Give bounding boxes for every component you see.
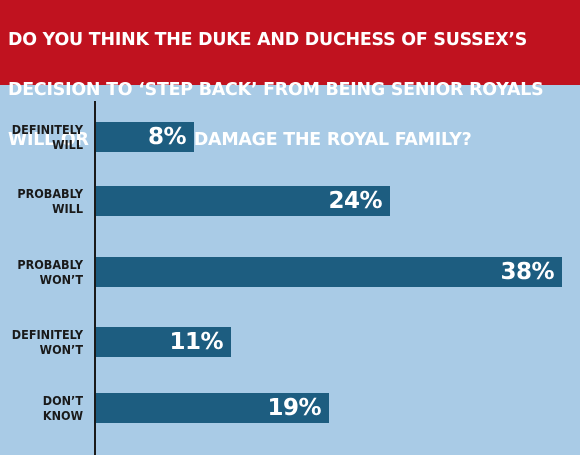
chart-title-line-2: DECISION TO ‘STEP BACK’ FROM BEING SENIO… <box>8 80 544 100</box>
category-label-2-line-2: WILL <box>52 201 83 216</box>
category-label-5: DON’T KNOW <box>0 393 83 423</box>
bar-2: 24% <box>96 186 390 216</box>
category-label-5-line-2: KNOW <box>42 408 83 423</box>
bar-4: 11% <box>96 327 231 357</box>
category-label-3-line-2: WON’T <box>39 272 83 287</box>
category-label-1: DEFINITELY WILL <box>0 122 83 152</box>
category-label-2-line-1: PROBABLY <box>17 186 83 201</box>
bar-value-label-4: 11% <box>169 329 223 355</box>
category-label-4-line-1: DEFINITELY <box>11 327 83 342</box>
title-bar: DO YOU THINK THE DUKE AND DUCHESS OF SUS… <box>0 0 580 150</box>
category-label-1-line-2: WILL <box>52 137 83 152</box>
chart-title: DO YOU THINK THE DUKE AND DUCHESS OF SUS… <box>8 3 572 178</box>
category-label-1-line-1: DEFINITELY <box>11 122 83 137</box>
category-label-4-line-2: WON’T <box>39 342 83 357</box>
category-label-5-line-1: DON’T <box>42 393 83 408</box>
bar-1: 8% <box>96 122 194 152</box>
bar-value-label-2: 24% <box>328 188 382 214</box>
bar-5: 19% <box>96 393 329 423</box>
category-axis-line <box>94 101 96 455</box>
bar-value-label-3: 38% <box>500 259 554 285</box>
category-label-3: PROBABLY WON’T <box>0 257 83 287</box>
bar-value-label-1: 8% <box>147 124 187 150</box>
category-label-4: DEFINITELY WON’T <box>0 327 83 357</box>
bar-3: 38% <box>96 257 562 287</box>
category-label-2: PROBABLY WILL <box>0 186 83 216</box>
chart-title-line-1: DO YOU THINK THE DUKE AND DUCHESS OF SUS… <box>8 30 528 50</box>
plot-area: DEFINITELY WILL 8% PROBABLY WILL 24% PROBABLY W… <box>0 85 580 455</box>
category-label-3-line-1: PROBABLY <box>17 257 83 272</box>
bar-value-label-5: 19% <box>267 395 321 421</box>
